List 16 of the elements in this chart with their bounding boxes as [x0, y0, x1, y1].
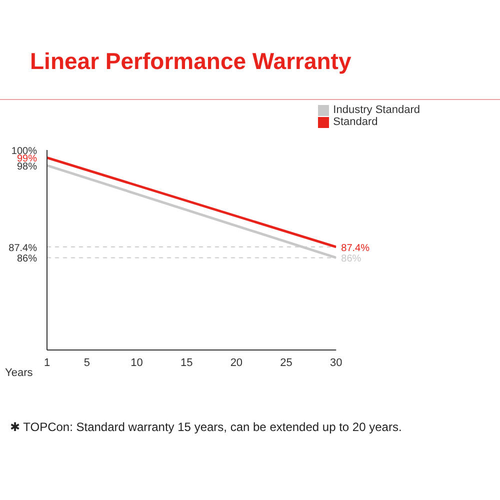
legend-label: Standard — [333, 116, 378, 128]
data-label: 87.4% — [341, 242, 370, 254]
x-tick-label: 20 — [230, 356, 243, 369]
x-tick-label: 1 — [44, 356, 50, 369]
x-tick-label: 25 — [280, 356, 292, 369]
y-tick-label: 86% — [16, 254, 38, 265]
x-tick-label: 10 — [130, 356, 143, 369]
y-tick-label: 87.4% — [8, 242, 38, 254]
x-tick-label: 5 — [84, 356, 90, 369]
chart-title: Linear Performance Warranty — [30, 48, 352, 75]
x-tick-label: 30 — [330, 356, 342, 369]
x-tick-label: 15 — [180, 356, 193, 369]
legend-label: Industry Standard — [333, 104, 420, 116]
y-tick-label: 98% — [16, 161, 38, 172]
text: ✱ TOPCon: Standard warranty 15 years, can be extended up to 20 years. — [10, 420, 402, 434]
x-axis-title: Years — [5, 367, 33, 379]
